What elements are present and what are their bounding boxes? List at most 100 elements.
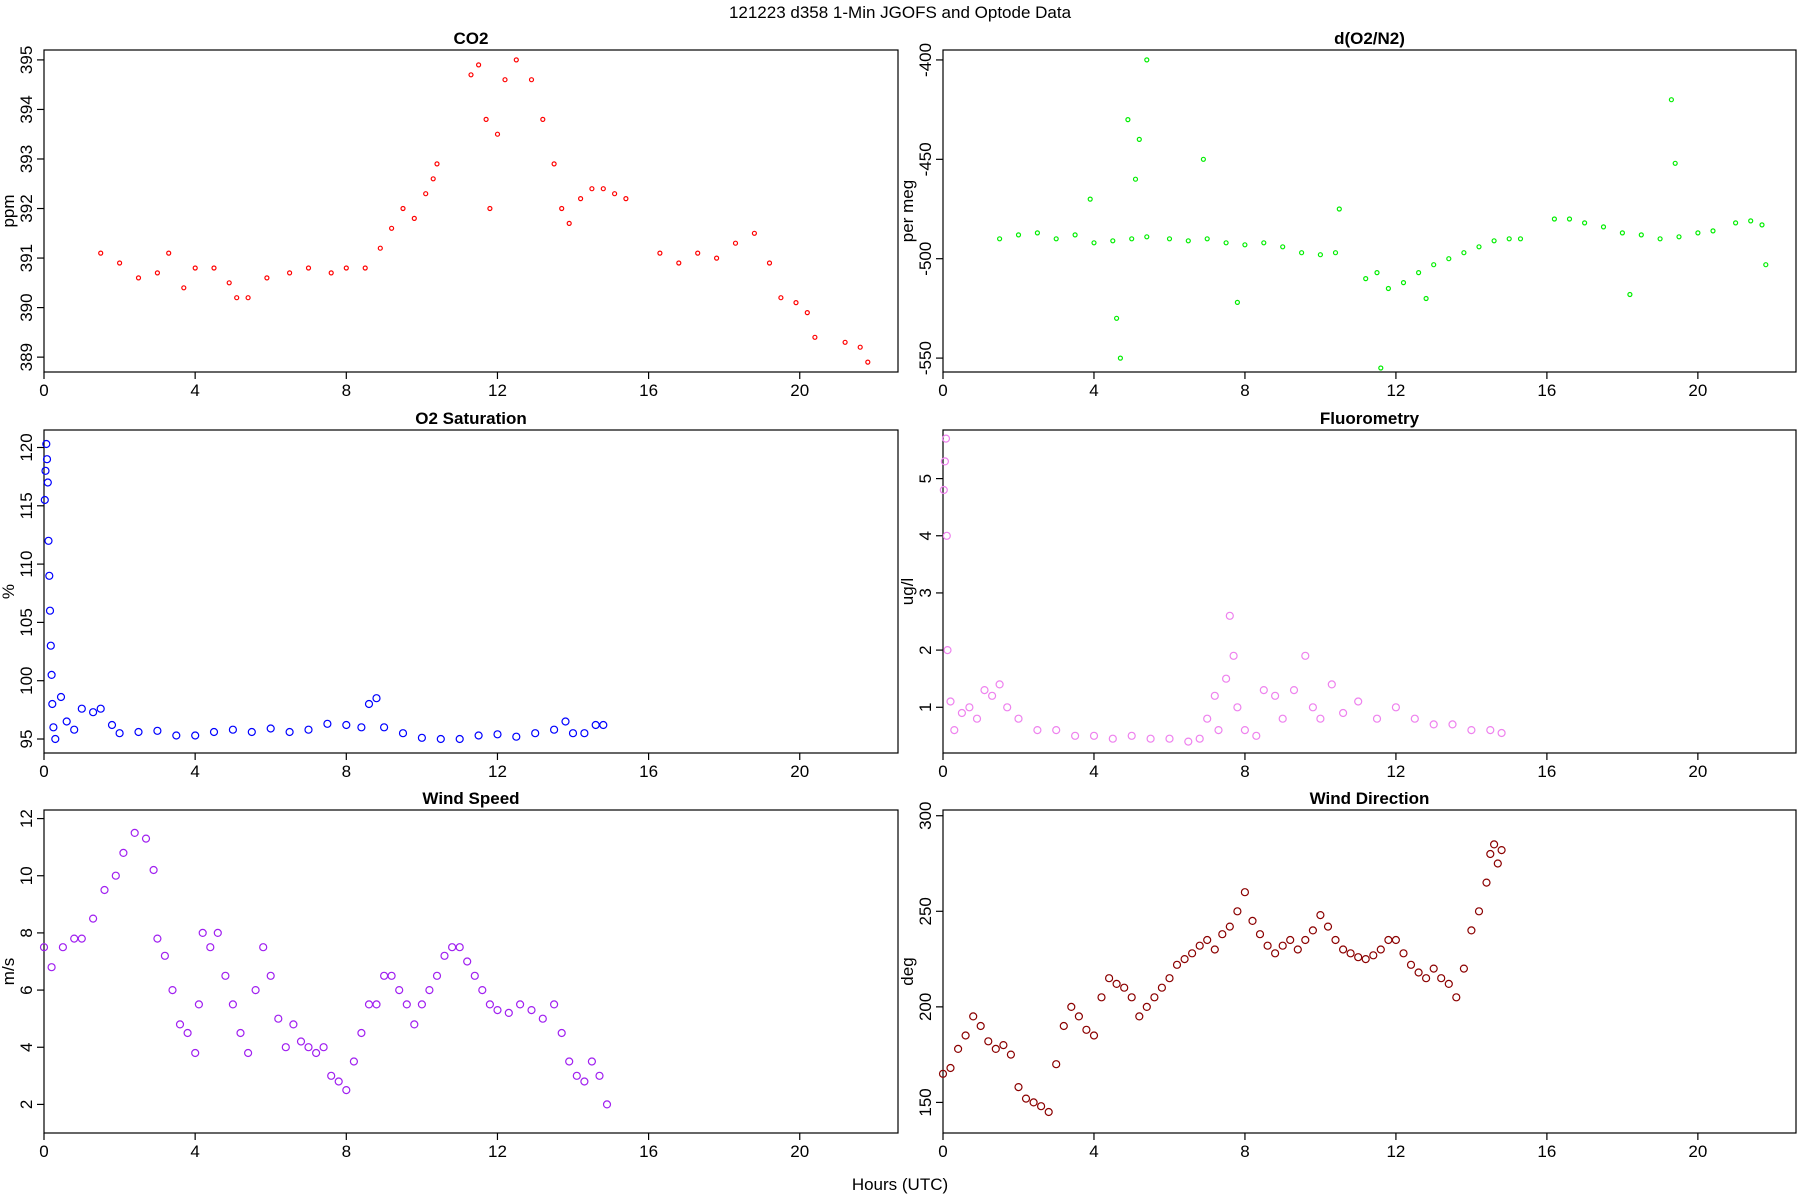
x-tick-label: 12 <box>488 381 507 400</box>
data-point <box>568 729 578 738</box>
data-point <box>1184 737 1193 746</box>
data-point <box>266 724 275 733</box>
data-point <box>1187 949 1197 958</box>
data-point <box>266 971 275 980</box>
data-point <box>1474 907 1484 916</box>
data-point <box>559 205 565 212</box>
data-point <box>1203 714 1212 723</box>
x-tick-label: 20 <box>790 762 809 781</box>
data-point <box>1421 974 1431 983</box>
data-point <box>1263 941 1272 950</box>
panel-co2: CO2 ppm 0 4 8 12 16 20 389 390 391 392 393 394 395 <box>0 29 899 400</box>
y-tick-label: 390 <box>17 293 36 321</box>
y-tick-label: 1 <box>916 703 935 712</box>
y-tick-label: 105 <box>17 608 36 636</box>
data-point <box>116 260 123 266</box>
data-point <box>349 1057 358 1066</box>
data-point <box>1332 250 1339 256</box>
x-tick-label: 20 <box>790 381 809 400</box>
series-points <box>98 57 871 365</box>
data-point <box>942 531 951 540</box>
data-point <box>191 1048 200 1058</box>
x-tick-label: 0 <box>938 762 947 781</box>
data-point <box>1240 725 1250 735</box>
data-point <box>623 196 629 202</box>
y-tick-label: 5 <box>916 474 935 483</box>
data-point <box>1034 230 1041 236</box>
data-point <box>400 205 406 212</box>
data-point <box>1129 236 1135 242</box>
data-point <box>70 934 79 943</box>
data-point <box>1336 206 1342 212</box>
plot-frame <box>942 49 1797 373</box>
data-point <box>274 1014 283 1023</box>
data-point <box>1089 1031 1099 1040</box>
data-point <box>587 1057 597 1066</box>
data-point <box>580 729 589 738</box>
data-point <box>1067 1002 1076 1012</box>
data-point <box>1301 651 1310 660</box>
data-point <box>1110 238 1116 244</box>
data-point <box>168 985 177 995</box>
data-point <box>1710 228 1716 234</box>
data-point <box>778 295 784 301</box>
data-point <box>436 734 445 744</box>
data-point <box>980 685 989 695</box>
y-tick-label: 10 <box>17 866 36 885</box>
x-tick-label: 12 <box>488 762 507 781</box>
data-point <box>1732 220 1739 226</box>
data-point <box>1452 993 1461 1002</box>
data-point <box>1117 355 1124 361</box>
data-point <box>56 692 66 702</box>
data-point <box>812 334 818 340</box>
x-tick-label: 0 <box>938 381 947 400</box>
figure-xlabel: Hours (UTC) <box>852 1175 948 1194</box>
data-point <box>857 344 863 350</box>
data-point <box>1234 299 1241 305</box>
data-point <box>244 1048 253 1058</box>
y-tick-label: 391 <box>17 244 36 272</box>
data-point <box>42 455 52 464</box>
x-tick-label: 8 <box>342 1142 351 1161</box>
data-point <box>995 680 1004 689</box>
data-point <box>39 943 49 952</box>
data-point <box>1214 725 1223 735</box>
data-point <box>296 1037 306 1046</box>
data-point <box>1399 949 1408 958</box>
data-point <box>961 1031 970 1040</box>
data-point <box>493 1005 502 1015</box>
data-point <box>44 536 53 545</box>
data-point <box>939 485 948 495</box>
y-tick-label: 300 <box>916 802 935 830</box>
data-point <box>591 720 600 730</box>
data-point <box>1517 236 1524 242</box>
data-point <box>476 62 482 68</box>
data-point <box>1136 136 1142 142</box>
data-point <box>1627 291 1633 298</box>
data-point <box>1278 714 1287 723</box>
x-tick-label: 12 <box>1386 381 1405 400</box>
data-point <box>1482 878 1491 887</box>
data-point <box>1391 703 1401 712</box>
y-tick-label: 95 <box>17 730 36 749</box>
data-point <box>527 1005 536 1015</box>
data-point <box>1150 993 1159 1002</box>
data-point <box>432 971 442 980</box>
data-point <box>676 260 682 266</box>
panel-title: Wind Speed <box>422 789 519 808</box>
y-tick-label: -550 <box>916 341 935 375</box>
data-point <box>1316 714 1325 723</box>
data-point <box>1385 285 1392 292</box>
data-point <box>1185 238 1191 244</box>
y-axis-label: deg <box>898 957 917 985</box>
data-point <box>130 828 139 838</box>
data-point <box>1127 993 1136 1002</box>
data-point <box>468 72 474 78</box>
data-point <box>62 717 71 726</box>
data-point <box>430 176 436 182</box>
data-point <box>515 1000 525 1009</box>
data-point <box>1097 993 1106 1002</box>
data-point <box>1444 979 1453 989</box>
data-point <box>417 733 426 742</box>
